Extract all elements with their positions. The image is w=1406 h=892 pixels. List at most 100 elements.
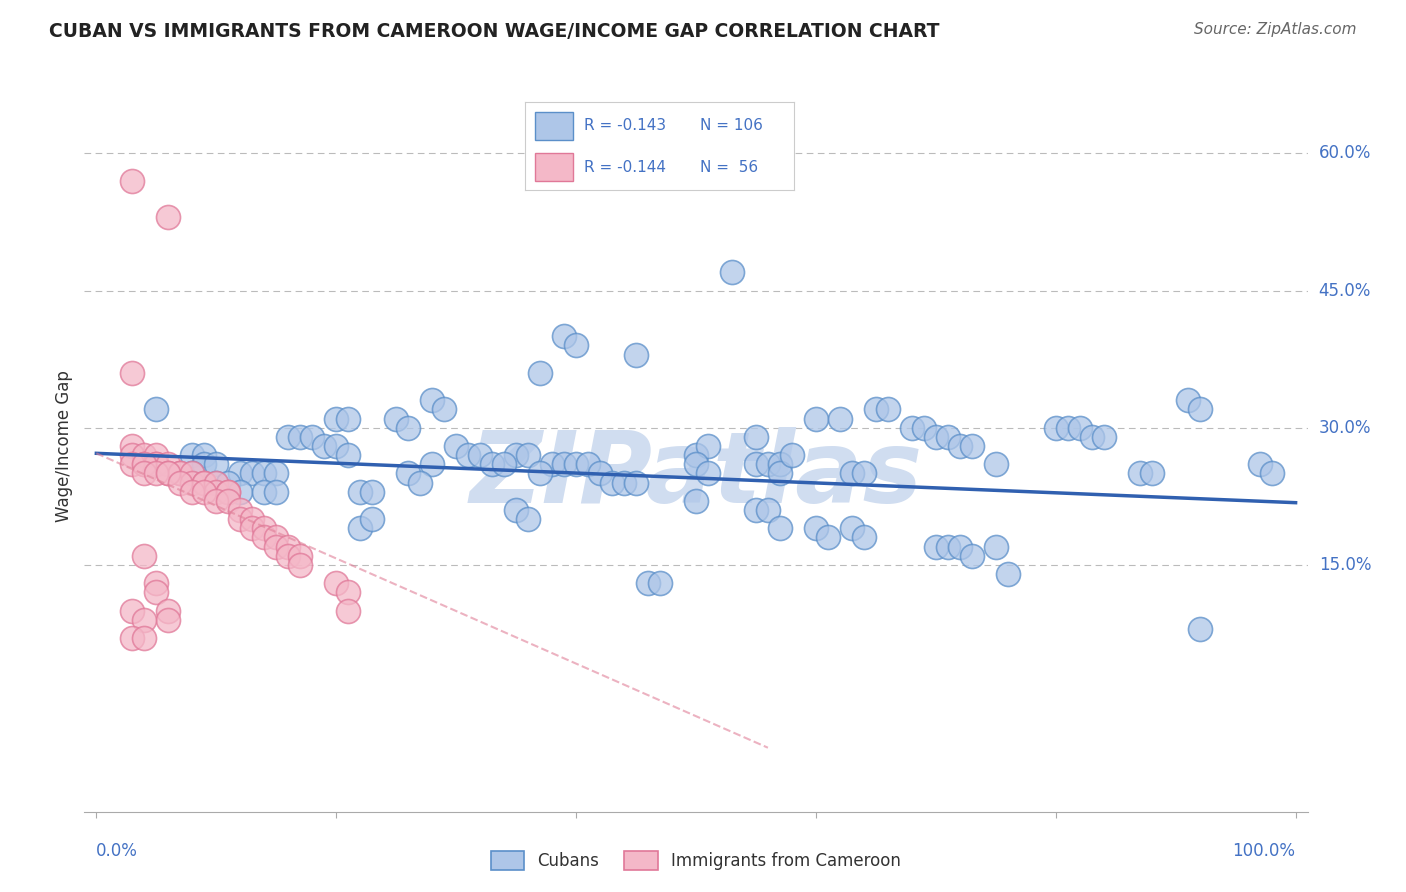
Point — [193, 484, 215, 499]
Point — [121, 457, 143, 471]
Point — [494, 457, 516, 471]
Point — [264, 467, 287, 481]
Point — [1080, 430, 1102, 444]
Point — [205, 457, 228, 471]
Point — [349, 484, 371, 499]
Point — [624, 347, 647, 362]
Point — [157, 603, 180, 617]
Point — [325, 576, 347, 591]
Point — [1056, 421, 1078, 435]
Point — [481, 457, 503, 471]
Point — [264, 484, 287, 499]
Point — [134, 631, 156, 645]
Point — [565, 457, 588, 471]
Point — [145, 457, 167, 471]
Point — [637, 576, 659, 591]
Point — [157, 467, 180, 481]
Point — [290, 549, 312, 563]
Point — [984, 540, 1007, 554]
Point — [277, 430, 299, 444]
Point — [145, 585, 167, 599]
Point — [121, 439, 143, 453]
Point — [589, 467, 612, 481]
Point — [541, 457, 564, 471]
Point — [745, 503, 768, 517]
Point — [409, 475, 432, 490]
Point — [769, 467, 792, 481]
Point — [433, 402, 456, 417]
Point — [517, 512, 540, 526]
Point — [457, 448, 479, 462]
Point — [997, 567, 1019, 582]
Point — [157, 613, 180, 627]
Point — [121, 174, 143, 188]
Text: 15.0%: 15.0% — [1319, 556, 1371, 574]
Point — [756, 503, 779, 517]
Point — [217, 484, 239, 499]
Point — [181, 467, 204, 481]
Point — [253, 484, 276, 499]
Point — [361, 484, 384, 499]
Point — [420, 457, 443, 471]
Point — [193, 475, 215, 490]
Point — [361, 512, 384, 526]
Point — [613, 475, 636, 490]
Point — [134, 457, 156, 471]
Point — [553, 457, 575, 471]
Text: ZIPatlas: ZIPatlas — [470, 426, 922, 524]
Point — [936, 540, 959, 554]
Point — [697, 467, 720, 481]
Point — [865, 402, 887, 417]
Point — [264, 530, 287, 544]
Point — [301, 430, 323, 444]
Point — [290, 430, 312, 444]
Point — [314, 439, 336, 453]
Point — [685, 448, 707, 462]
Point — [745, 457, 768, 471]
Point — [565, 338, 588, 352]
Text: 60.0%: 60.0% — [1319, 145, 1371, 162]
Point — [193, 457, 215, 471]
Point — [949, 540, 972, 554]
Point — [960, 439, 983, 453]
Point — [804, 521, 827, 535]
Point — [121, 366, 143, 380]
Point — [697, 439, 720, 453]
Point — [685, 494, 707, 508]
Point — [145, 467, 167, 481]
Point — [1188, 402, 1211, 417]
Point — [145, 576, 167, 591]
Legend: Cubans, Immigrants from Cameroon: Cubans, Immigrants from Cameroon — [484, 844, 908, 877]
Point — [134, 457, 156, 471]
Point — [205, 475, 228, 490]
Point — [468, 448, 491, 462]
Point — [396, 421, 419, 435]
Point — [648, 576, 671, 591]
Point — [337, 411, 360, 425]
Y-axis label: Wage/Income Gap: Wage/Income Gap — [55, 370, 73, 522]
Point — [769, 521, 792, 535]
Point — [290, 558, 312, 572]
Point — [804, 411, 827, 425]
Text: 30.0%: 30.0% — [1319, 418, 1371, 437]
Point — [685, 457, 707, 471]
Point — [841, 467, 863, 481]
Point — [325, 439, 347, 453]
Point — [1045, 421, 1067, 435]
Point — [385, 411, 408, 425]
Point — [337, 603, 360, 617]
Point — [157, 467, 180, 481]
Point — [134, 549, 156, 563]
Point — [277, 549, 299, 563]
Point — [505, 503, 527, 517]
Point — [517, 448, 540, 462]
Point — [936, 430, 959, 444]
Point — [1129, 467, 1152, 481]
Point — [145, 457, 167, 471]
Point — [157, 211, 180, 225]
Point — [1140, 467, 1163, 481]
Point — [205, 484, 228, 499]
Point — [169, 467, 191, 481]
Point — [505, 448, 527, 462]
Point — [134, 448, 156, 462]
